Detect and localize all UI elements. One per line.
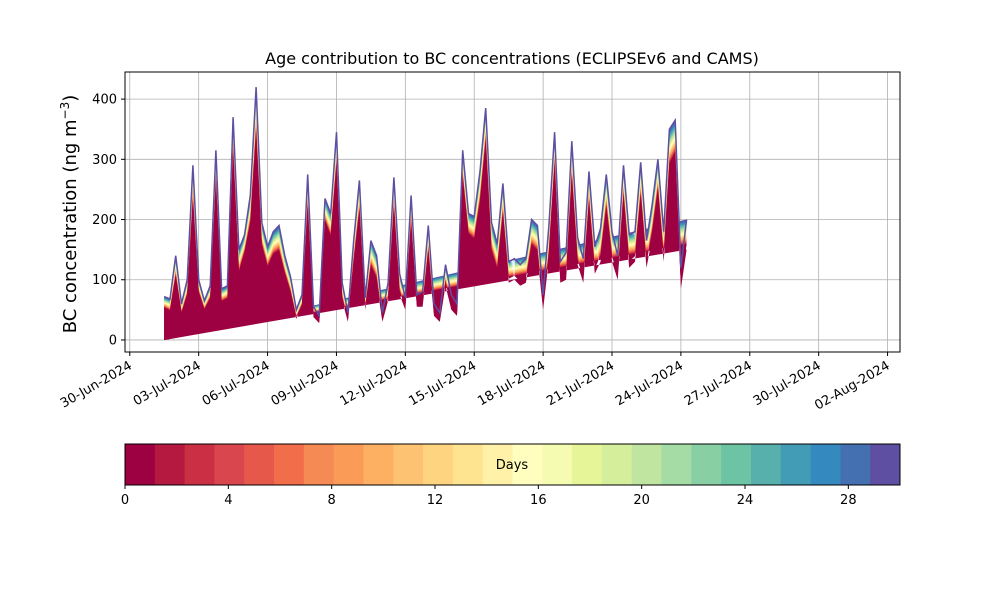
colorbar-segment (452, 444, 484, 485)
colorbar-segment (810, 444, 841, 485)
colorbar-tick-label: 0 (121, 493, 129, 508)
colorbar-segment (601, 444, 633, 485)
y-tick-label: 400 (92, 93, 117, 108)
colorbar-segment (870, 444, 901, 485)
colorbar-segment (184, 444, 215, 485)
colorbar-segment (303, 444, 335, 485)
colorbar-tick-label: 28 (840, 493, 857, 508)
colorbar-segment (542, 444, 573, 485)
colorbar-segment (631, 444, 663, 485)
colorbar-tick-label: 12 (427, 493, 444, 508)
colorbar-segment (512, 444, 543, 485)
y-axis-label-main: BC concentration (ng m (60, 119, 81, 333)
colorbar-segment (780, 444, 812, 485)
y-axis-label: BC concentration (ng m−3) (58, 95, 81, 334)
y-tick-label: 100 (92, 273, 117, 288)
y-tick-label: 200 (92, 213, 117, 228)
chart-title: Age contribution to BC concentrations (E… (265, 49, 759, 68)
colorbar-segment (691, 444, 722, 485)
y-tick-label: 0 (109, 333, 117, 348)
y-tick-label: 300 (92, 153, 117, 168)
y-axis-label-close: ) (60, 95, 81, 102)
colorbar-label: Days (496, 458, 529, 473)
axes-frame (124, 71, 901, 353)
colorbar-segment (333, 444, 364, 485)
colorbar-segment (244, 444, 275, 485)
colorbar-segment (750, 444, 782, 485)
colorbar-segment (363, 444, 394, 485)
colorbar-frame (124, 443, 901, 486)
colorbar-segment (423, 444, 454, 485)
colorbar-segment (125, 444, 156, 485)
colorbar: 0 4 8 12 16 20 24 28 (121, 443, 901, 508)
colorbar-segment (840, 444, 871, 485)
colorbar-segment (721, 444, 752, 485)
colorbar-tick-label: 8 (328, 493, 336, 508)
y-axis-label-superscript: −3 (58, 102, 72, 120)
colorbar-tick-label: 16 (530, 493, 547, 508)
colorbar-tick-label: 4 (224, 493, 232, 508)
colorbar-tick-label: 20 (633, 493, 650, 508)
total-line (163, 87, 688, 319)
colorbar-segment (572, 444, 603, 485)
colorbar-segment (214, 444, 245, 485)
colorbar-segment (154, 444, 186, 485)
colorbar-segment (482, 444, 513, 485)
colorbar-segment (661, 444, 692, 485)
colorbar-segment (274, 444, 305, 485)
fresh-area (164, 141, 687, 340)
colorbar-tick-label: 24 (737, 493, 754, 508)
colorbar-segment (393, 444, 424, 485)
